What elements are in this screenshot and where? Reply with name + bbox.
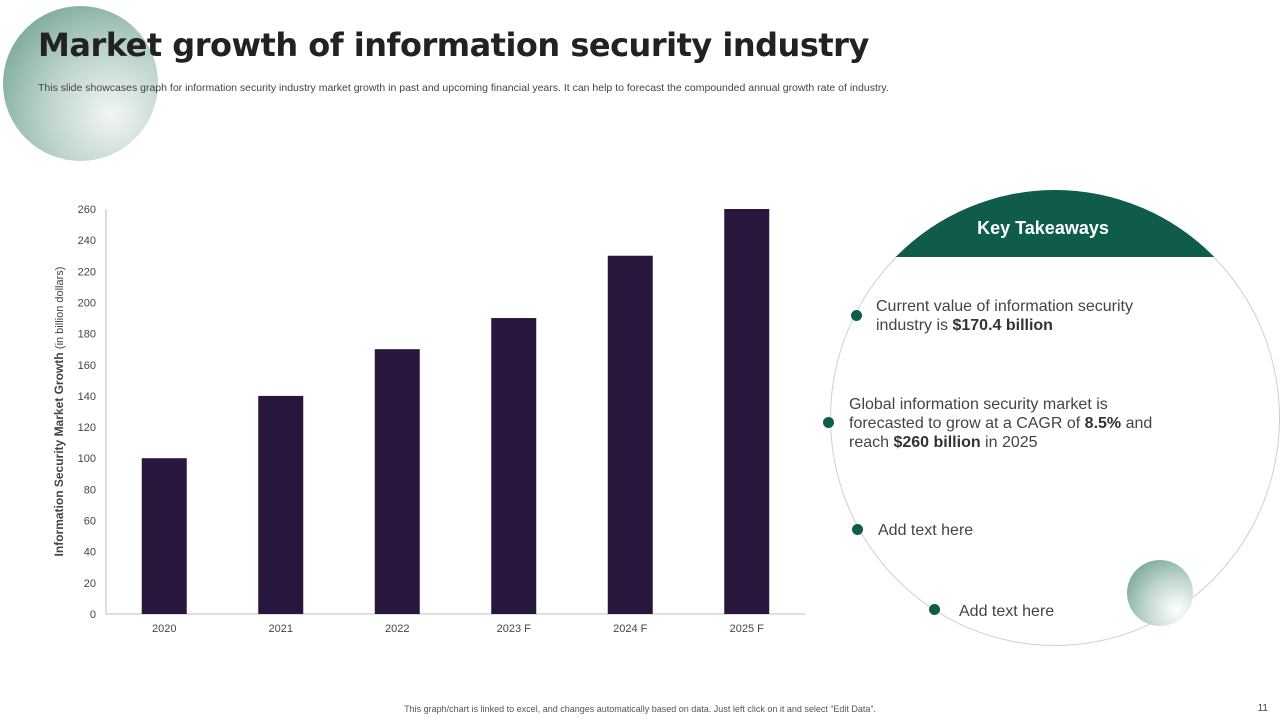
- bullet-dot-3: [852, 524, 863, 535]
- x-tick-label: 2024 F: [613, 623, 648, 635]
- slide-title: Market growth of information security in…: [38, 26, 869, 64]
- y-axis-label-unit: (in billion dollars): [54, 267, 66, 350]
- bar: [491, 318, 537, 614]
- y-tick-label: 160: [78, 360, 96, 372]
- x-tick-label: 2023 F: [497, 623, 532, 635]
- x-tick-label: 2020: [152, 623, 176, 635]
- bar: [374, 349, 420, 614]
- x-tick-label: 2022: [385, 623, 409, 635]
- takeaway-item-3: Add text here: [878, 521, 1128, 540]
- takeaway-item-2: Global information security market is fo…: [849, 395, 1169, 452]
- takeaway-item-2-part-1: Global information security market is fo…: [849, 396, 1108, 432]
- bar-chart: 0 20 40 60 80 100 120 140 160 180 200 220 240 260 2020…: [52, 204, 805, 635]
- y-axis-label: Information Security Market Growth (in b…: [52, 267, 66, 557]
- page-number: 11: [1257, 703, 1268, 714]
- takeaway-item-4-text: Add text here: [959, 603, 1055, 620]
- bar: [141, 458, 187, 614]
- y-tick-label: 200: [78, 297, 96, 309]
- takeaway-item-2-value: $260 billion: [893, 434, 981, 451]
- bullet-dot-2: [823, 417, 834, 428]
- y-tick-label: 240: [78, 235, 96, 247]
- y-tick-label: 0: [90, 609, 96, 621]
- y-tick-label: 180: [78, 329, 96, 341]
- takeaway-item-4: Add text here: [959, 602, 1119, 621]
- slide-subtitle: This slide showcases graph for informati…: [38, 82, 889, 94]
- y-tick-label: 220: [78, 266, 96, 278]
- y-tick-label: 260: [78, 204, 96, 216]
- bullet-dot-4: [929, 604, 940, 615]
- x-tick-label: 2021: [269, 623, 293, 635]
- y-axis-label-main: Information Security Market Growth: [52, 349, 66, 556]
- decorative-circle-top: [3, 6, 158, 161]
- y-tick-label: 60: [84, 516, 96, 528]
- bar: [607, 255, 653, 614]
- y-tick-label: 100: [78, 453, 96, 465]
- y-tick-label: 40: [84, 547, 96, 559]
- y-tick-label: 140: [78, 391, 96, 403]
- takeaway-item-2-cagr: 8.5%: [1084, 415, 1122, 432]
- takeaways-circle: [830, 190, 1280, 646]
- decorative-circle-small: [1127, 560, 1193, 626]
- takeaway-item-2-part-3: and reach: [849, 415, 1153, 451]
- takeaways-title: Key Takeaways: [977, 218, 1109, 238]
- takeaway-item-3-text: Add text here: [878, 522, 974, 539]
- takeaway-item-1: Current value of information security in…: [876, 297, 1166, 335]
- y-tick-label: 80: [84, 484, 96, 496]
- y-tick-label: 120: [78, 422, 96, 434]
- takeaway-item-2-part-5: in 2025: [980, 434, 1038, 451]
- takeaway-item-1-value: $170.4 billion: [952, 317, 1053, 334]
- takeaway-item-1-part-1: Current value of information security in…: [876, 298, 1133, 334]
- takeaways-header-cap: [830, 190, 1280, 257]
- footer-note: This graph/chart is linked to excel, and…: [404, 704, 876, 714]
- bar: [258, 395, 304, 614]
- y-tick-label: 20: [84, 578, 96, 590]
- x-tick-label: 2025 F: [730, 623, 765, 635]
- bar: [724, 209, 770, 614]
- bullet-dot-1: [851, 310, 862, 321]
